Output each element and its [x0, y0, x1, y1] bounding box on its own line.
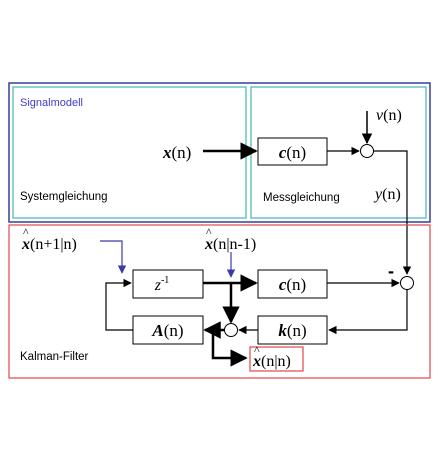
kalman-filter-title: Kalman-Filter — [20, 351, 89, 363]
input-signal-label: x(n) — [162, 143, 191, 162]
measurement-output-label: y(n) — [373, 186, 401, 203]
kalman-a-label: A(n) — [151, 321, 183, 340]
estimate-frame — [249, 346, 304, 372]
measurement-c-block — [257, 137, 328, 166]
prior-estimate-hat: ^ — [206, 225, 212, 239]
kalman-c-label: c(n) — [279, 275, 306, 294]
delay-label: z-1 — [154, 275, 170, 294]
signal-model-frame — [8, 82, 431, 223]
minus-sign: - — [388, 261, 394, 281]
prediction-label: x(n+1|n) — [21, 236, 77, 253]
signal-model-title: Signalmodell — [20, 97, 83, 109]
prior-estimate-label: x(n|n-1) — [204, 236, 256, 253]
delay-block — [132, 269, 204, 299]
estimate-hat: ^ — [254, 343, 260, 357]
measurement-equation-label: Messgleichung — [263, 192, 340, 204]
system-equation-label: Systemgleichung — [20, 191, 108, 203]
prediction-hat: ^ — [23, 225, 29, 239]
innovation-to-gain-line — [328, 289, 408, 335]
kalman-k-label: k(n) — [278, 321, 306, 340]
update-to-estimate-line — [211, 330, 248, 367]
kalman-c-block — [257, 269, 328, 299]
noise-label: v(n) — [376, 107, 402, 124]
a-feedback-line — [105, 278, 133, 331]
estimate-label: x(n|n) — [252, 353, 291, 370]
measurement-output-line — [373, 150, 412, 275]
innovation-adder — [400, 276, 414, 290]
kalman-filter-frame — [8, 224, 431, 379]
measurement-adder — [360, 144, 374, 158]
measurement-c-label: c(n) — [279, 143, 306, 162]
prediction-pointer — [100, 240, 127, 274]
update-adder — [224, 323, 238, 337]
